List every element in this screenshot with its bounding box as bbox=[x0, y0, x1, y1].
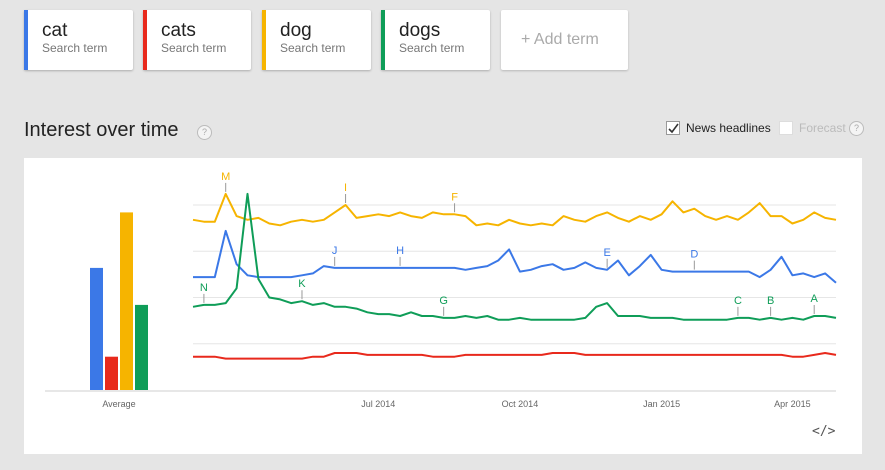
forecast-label[interactable]: Forecast bbox=[799, 121, 846, 135]
average-label: Average bbox=[102, 399, 135, 409]
series-line-cat bbox=[193, 229, 837, 284]
chart-panel bbox=[24, 158, 862, 454]
term-subtitle: Search term bbox=[280, 41, 346, 55]
news-headlines-checkbox[interactable] bbox=[666, 121, 680, 135]
series-line-dogs bbox=[192, 192, 837, 321]
term-card-cat[interactable]: cat Search term bbox=[24, 10, 133, 70]
add-term-label: + Add term bbox=[521, 31, 599, 48]
average-bar-cat bbox=[90, 267, 103, 390]
series-line-cats bbox=[193, 352, 837, 360]
term-color-bar bbox=[262, 10, 266, 70]
term-card-dogs[interactable]: dogs Search term bbox=[381, 10, 490, 70]
x-tick-label: Apr 2015 bbox=[774, 399, 811, 409]
add-term-button[interactable]: + Add term bbox=[501, 10, 628, 70]
annotation-N: N bbox=[200, 282, 208, 294]
annotation-K: K bbox=[298, 278, 306, 290]
x-tick-label: Jul 2014 bbox=[361, 399, 395, 409]
forecast-checkbox[interactable] bbox=[779, 121, 793, 135]
average-bar-dog bbox=[120, 212, 133, 390]
annotation-B: B bbox=[767, 295, 774, 307]
annotation-M: M bbox=[221, 171, 230, 183]
term-subtitle: Search term bbox=[399, 41, 465, 55]
term-name: cats bbox=[161, 20, 196, 41]
term-card-cats[interactable]: cats Search term bbox=[143, 10, 251, 70]
term-name: dogs bbox=[399, 20, 441, 41]
x-tick-label: Jan 2015 bbox=[643, 399, 680, 409]
term-color-bar bbox=[24, 10, 28, 70]
annotation-G: G bbox=[439, 295, 448, 307]
annotation-D: D bbox=[690, 249, 698, 261]
annotation-H: H bbox=[396, 245, 404, 257]
term-name: cat bbox=[42, 20, 68, 41]
section-title: Interest over time bbox=[24, 119, 179, 141]
average-bar-dogs bbox=[135, 304, 148, 390]
help-icon[interactable]: ? bbox=[197, 125, 212, 140]
embed-code-icon[interactable]: </> bbox=[812, 424, 836, 439]
help-icon[interactable]: ? bbox=[849, 121, 864, 136]
term-color-bar bbox=[381, 10, 385, 70]
x-tick-label: Oct 2014 bbox=[502, 399, 539, 409]
term-subtitle: Search term bbox=[42, 41, 108, 55]
checkmark-icon bbox=[668, 123, 679, 134]
annotation-A: A bbox=[811, 293, 819, 305]
term-color-bar bbox=[143, 10, 147, 70]
annotation-J: J bbox=[332, 245, 338, 257]
annotation-C: C bbox=[734, 295, 742, 307]
news-headlines-label[interactable]: News headlines bbox=[686, 121, 771, 135]
series-line-dog bbox=[192, 192, 837, 227]
annotation-E: E bbox=[603, 247, 610, 259]
annotation-F: F bbox=[451, 191, 458, 203]
term-card-dog[interactable]: dog Search term bbox=[262, 10, 371, 70]
term-name: dog bbox=[280, 20, 312, 41]
term-subtitle: Search term bbox=[161, 41, 227, 55]
average-bar-cats bbox=[105, 356, 118, 390]
annotation-I: I bbox=[344, 182, 347, 194]
